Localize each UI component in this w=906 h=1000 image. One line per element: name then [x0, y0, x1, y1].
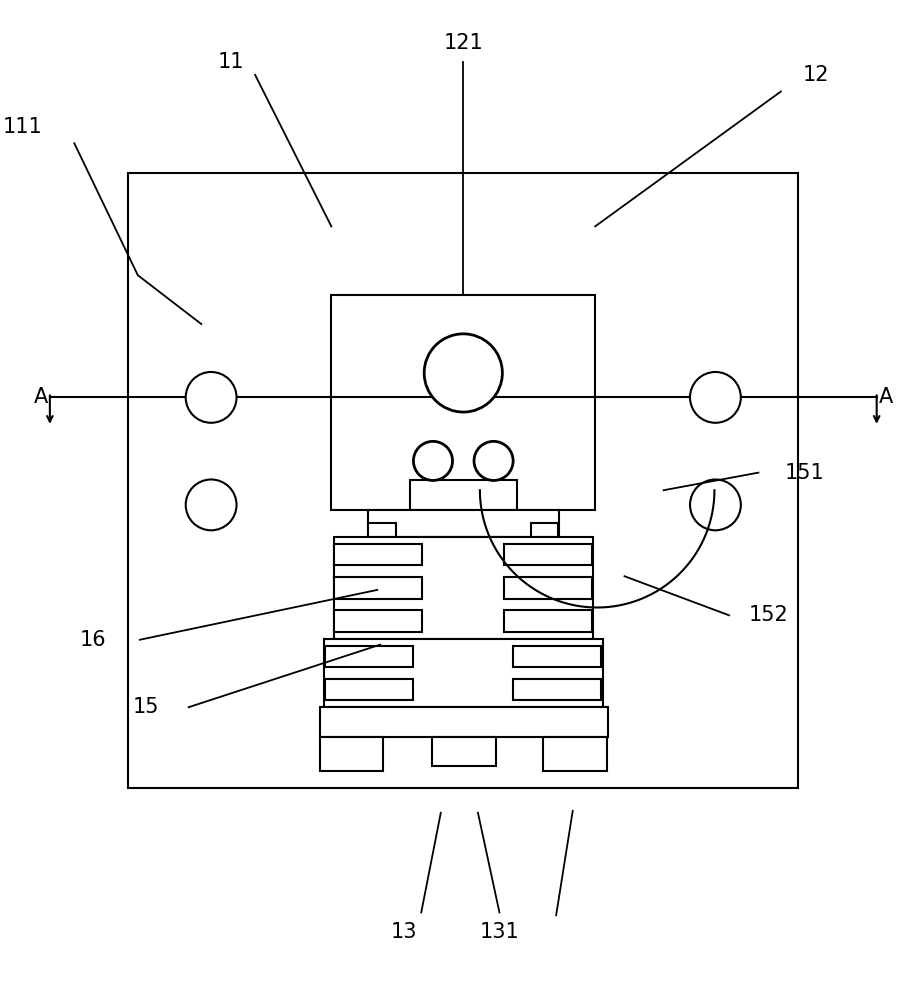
Bar: [334, 544, 422, 565]
Bar: [505, 577, 593, 599]
Circle shape: [186, 372, 236, 423]
Bar: [320, 737, 383, 771]
Text: 121: 121: [443, 33, 483, 53]
Text: A: A: [879, 387, 893, 407]
Bar: [513, 679, 601, 700]
Text: 15: 15: [133, 697, 159, 717]
Text: 11: 11: [217, 52, 244, 72]
Text: 151: 151: [785, 463, 824, 483]
Bar: [334, 577, 422, 599]
Bar: [334, 610, 422, 632]
Bar: [505, 544, 593, 565]
Bar: [334, 577, 422, 599]
Bar: [369, 523, 396, 537]
Circle shape: [690, 479, 741, 530]
Text: A: A: [34, 387, 48, 407]
Circle shape: [690, 372, 741, 423]
Bar: [422, 537, 506, 715]
Bar: [505, 610, 593, 632]
Bar: [410, 480, 517, 510]
Bar: [325, 679, 413, 700]
Text: 131: 131: [479, 922, 519, 942]
Bar: [544, 737, 607, 771]
Text: 152: 152: [748, 605, 788, 625]
Circle shape: [186, 479, 236, 530]
Bar: [369, 510, 559, 537]
Bar: [513, 646, 601, 667]
Text: 12: 12: [803, 65, 829, 85]
Circle shape: [474, 441, 513, 480]
Bar: [334, 537, 593, 639]
Text: 13: 13: [390, 922, 417, 942]
Bar: [332, 295, 595, 510]
Bar: [324, 639, 603, 707]
Circle shape: [424, 334, 502, 412]
Bar: [128, 173, 798, 788]
Bar: [320, 707, 608, 737]
Circle shape: [413, 441, 452, 480]
Bar: [334, 610, 422, 632]
Text: 111: 111: [3, 117, 42, 137]
Bar: [325, 646, 413, 667]
Bar: [531, 523, 558, 537]
Text: 16: 16: [80, 630, 107, 650]
Bar: [432, 737, 496, 766]
Bar: [334, 544, 422, 565]
